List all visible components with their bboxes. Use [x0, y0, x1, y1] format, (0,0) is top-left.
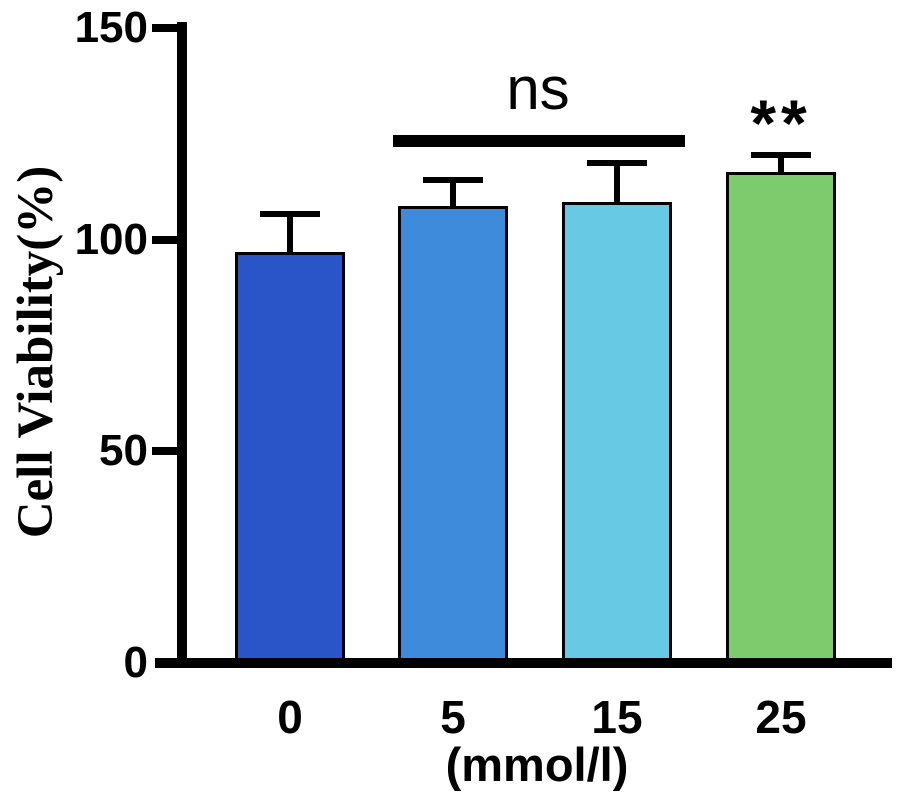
y-tick-label: 150 — [74, 3, 148, 52]
y-tick-mark — [152, 236, 178, 244]
y-tick-mark — [152, 24, 178, 32]
x-axis-unit-label: (mmol/l) — [445, 738, 629, 791]
y-tick-label: 50 — [99, 426, 148, 475]
bar-15 — [562, 202, 672, 663]
error-bar-cap — [423, 177, 483, 183]
x-tick-label-5: 5 — [440, 691, 466, 743]
bar-0 — [235, 252, 345, 663]
error-bar-cap — [260, 211, 320, 217]
x-tick-label-0: 0 — [277, 691, 303, 743]
y-tick-mark — [152, 447, 178, 455]
error-bar-stem — [287, 214, 293, 260]
y-tick-label: 0 — [123, 638, 148, 687]
y-tick-label: 100 — [74, 215, 148, 264]
y-axis-line — [177, 22, 187, 668]
error-bar-stem — [614, 163, 620, 210]
error-bar-stem — [450, 180, 456, 214]
ns-comparison-bar — [393, 135, 685, 147]
bar-5 — [398, 206, 508, 663]
x-tick-label-15: 15 — [591, 691, 643, 743]
error-bar-stem — [778, 155, 784, 180]
bar-25 — [726, 172, 836, 663]
y-axis-label: Cell Viability(%) — [8, 165, 64, 539]
x-tick-label-25: 25 — [755, 691, 807, 743]
x-axis-line — [155, 658, 892, 668]
error-bar-cap — [751, 152, 811, 158]
ns-label: ns — [506, 55, 570, 122]
error-bar-cap — [587, 160, 647, 166]
significance-stars: ** — [750, 86, 812, 160]
